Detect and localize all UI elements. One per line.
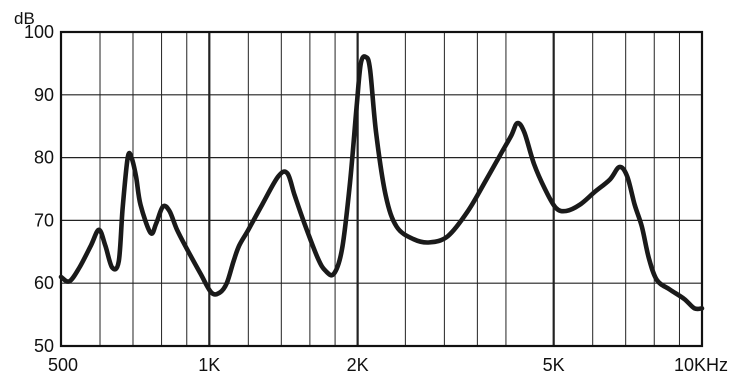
x-axis-tick-labels: 500 1K 2K 5K 10KHz bbox=[48, 355, 728, 374]
y-tick-label-90: 90 bbox=[34, 85, 54, 105]
y-axis-unit-label: dB bbox=[14, 9, 35, 28]
y-tick-label-80: 80 bbox=[34, 148, 54, 168]
y-tick-label-50: 50 bbox=[34, 336, 54, 356]
series-layer bbox=[58, 54, 705, 312]
x-tick-label-500: 500 bbox=[48, 355, 78, 374]
y-tick-label-60: 60 bbox=[34, 273, 54, 293]
x-tick-label-2K: 2K bbox=[347, 355, 369, 374]
plot-frame bbox=[59, 30, 704, 348]
plot-border bbox=[59, 30, 704, 348]
x-tick-label-5K: 5K bbox=[543, 355, 565, 374]
y-tick-label-100: 100 bbox=[24, 22, 54, 42]
series-line-0 bbox=[58, 54, 705, 312]
x-tick-label-1K: 1K bbox=[198, 355, 220, 374]
y-axis-tick-labels: 50 60 70 80 90 100 bbox=[24, 22, 54, 356]
x-tick-label-10KHz: 10KHz bbox=[674, 355, 728, 374]
grid-lines bbox=[61, 32, 702, 346]
y-tick-label-70: 70 bbox=[34, 210, 54, 230]
